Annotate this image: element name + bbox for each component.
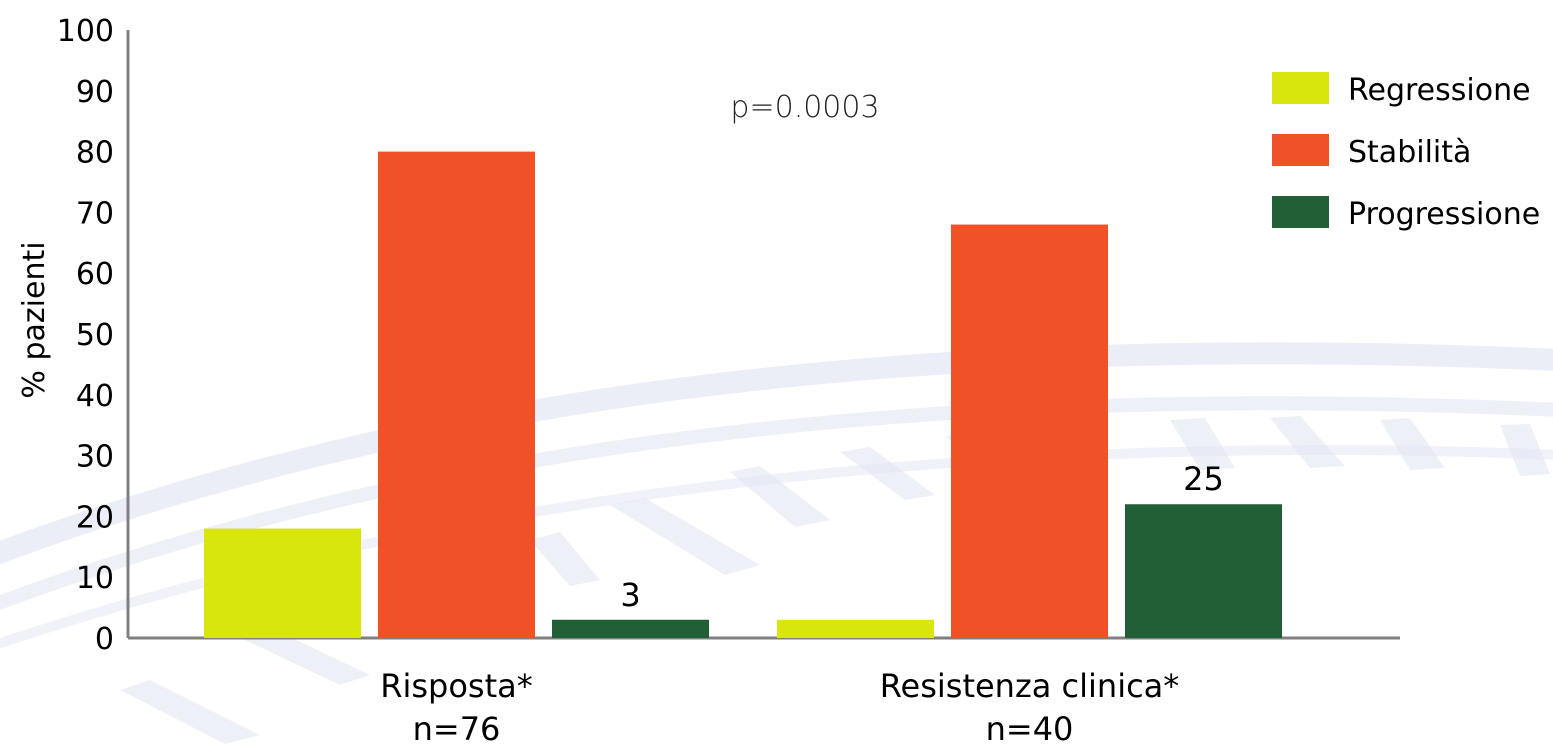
data-label: 3: [620, 576, 640, 614]
bar-regressione-1: [777, 619, 934, 638]
y-tick-label: 50: [76, 318, 114, 353]
y-tick-label: 30: [76, 440, 114, 475]
legend: Regressione Stabilità Progressione: [1272, 72, 1540, 232]
y-tick-label: 20: [76, 500, 114, 535]
legend-label: Stabilità: [1348, 135, 1471, 170]
bar-series: [204, 151, 1282, 638]
bar-stabilit-1: [951, 224, 1108, 638]
category-sublabel: n=40: [986, 710, 1074, 744]
legend-swatch: [1272, 196, 1329, 228]
data-label: 25: [1183, 460, 1224, 498]
category-label: Risposta*: [380, 667, 533, 705]
bar-progressione-0: [552, 619, 709, 638]
legend-swatch: [1272, 72, 1329, 104]
y-tick-label: 60: [76, 257, 114, 292]
bar-progressione-1: [1125, 504, 1282, 638]
bar-regressione-0: [204, 528, 361, 638]
y-tick-label: 90: [76, 75, 114, 110]
background-decoration: [0, 342, 1553, 744]
p-value-annotation: p=0.0003: [730, 90, 879, 125]
category-labels: Risposta* n=76 Resistenza clinica* n=40: [380, 667, 1179, 744]
y-tick-label: 0: [95, 622, 114, 657]
y-tick-label: 80: [76, 136, 114, 171]
y-tick-label: 100: [57, 14, 114, 49]
y-tick-labels: 0 10 20 30 40 50 60 70 80 90 100: [57, 14, 114, 657]
y-tick-label: 40: [76, 379, 114, 414]
category-label: Resistenza clinica*: [880, 667, 1180, 705]
bar-stabilit-0: [378, 151, 535, 638]
legend-swatch: [1272, 134, 1329, 166]
legend-label: Regressione: [1348, 73, 1531, 108]
legend-label: Progressione: [1348, 197, 1540, 232]
y-axis-title: % pazienti: [17, 241, 52, 398]
y-tick-label: 10: [76, 561, 114, 596]
data-labels: 3 25: [620, 460, 1224, 614]
y-tick-label: 70: [76, 196, 114, 231]
category-sublabel: n=76: [413, 710, 501, 744]
